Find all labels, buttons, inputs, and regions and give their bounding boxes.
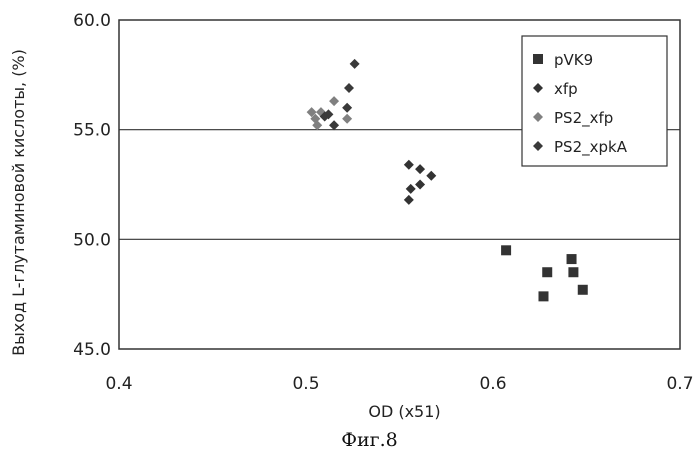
y-tick-label: 45.0	[73, 340, 111, 360]
data-point	[501, 245, 511, 255]
data-point	[567, 254, 577, 264]
series-xfp	[404, 160, 436, 205]
y-tick-label: 50.0	[73, 230, 111, 250]
y-tick-label: 55.0	[73, 121, 111, 141]
y-tick-label: 60.0	[73, 11, 111, 31]
legend-label: PS2_xpkA	[554, 138, 628, 157]
y-axis-title: Выход L-глутаминовой кислоты, (%)	[9, 49, 28, 356]
legend-label: xfp	[554, 80, 578, 98]
data-point	[406, 184, 416, 194]
data-point	[415, 164, 425, 174]
data-point	[568, 267, 578, 277]
x-tick-label: 0.7	[666, 374, 693, 394]
data-point	[538, 291, 548, 301]
x-tick-labels: 0.4 0.5 0.6 0.7	[105, 374, 693, 394]
data-point	[350, 59, 360, 69]
legend-label: PS2_xfp	[554, 109, 613, 128]
data-point	[404, 160, 414, 170]
legend: pVK9 xfp PS2_xfp PS2_xpkA	[522, 36, 667, 166]
data-point	[329, 120, 339, 130]
data-point	[342, 114, 352, 124]
data-point	[578, 285, 588, 295]
x-axis-title: OD (x51)	[368, 402, 440, 421]
x-tick-label: 0.6	[479, 374, 506, 394]
data-point	[342, 103, 352, 113]
series-ps2-xpka	[320, 59, 360, 130]
data-point	[415, 180, 425, 190]
data-point	[344, 83, 354, 93]
legend-label: pVK9	[554, 51, 593, 69]
y-tick-labels: 45.0 50.0 55.0 60.0	[73, 11, 111, 360]
figure-caption: Фиг.8	[341, 429, 398, 451]
data-point	[329, 96, 339, 106]
x-tick-label: 0.5	[292, 374, 319, 394]
data-point	[542, 267, 552, 277]
legend-marker	[533, 54, 543, 64]
data-point	[426, 171, 436, 181]
x-tick-label: 0.4	[105, 374, 132, 394]
data-point	[404, 195, 414, 205]
series-pvk9	[501, 245, 588, 301]
